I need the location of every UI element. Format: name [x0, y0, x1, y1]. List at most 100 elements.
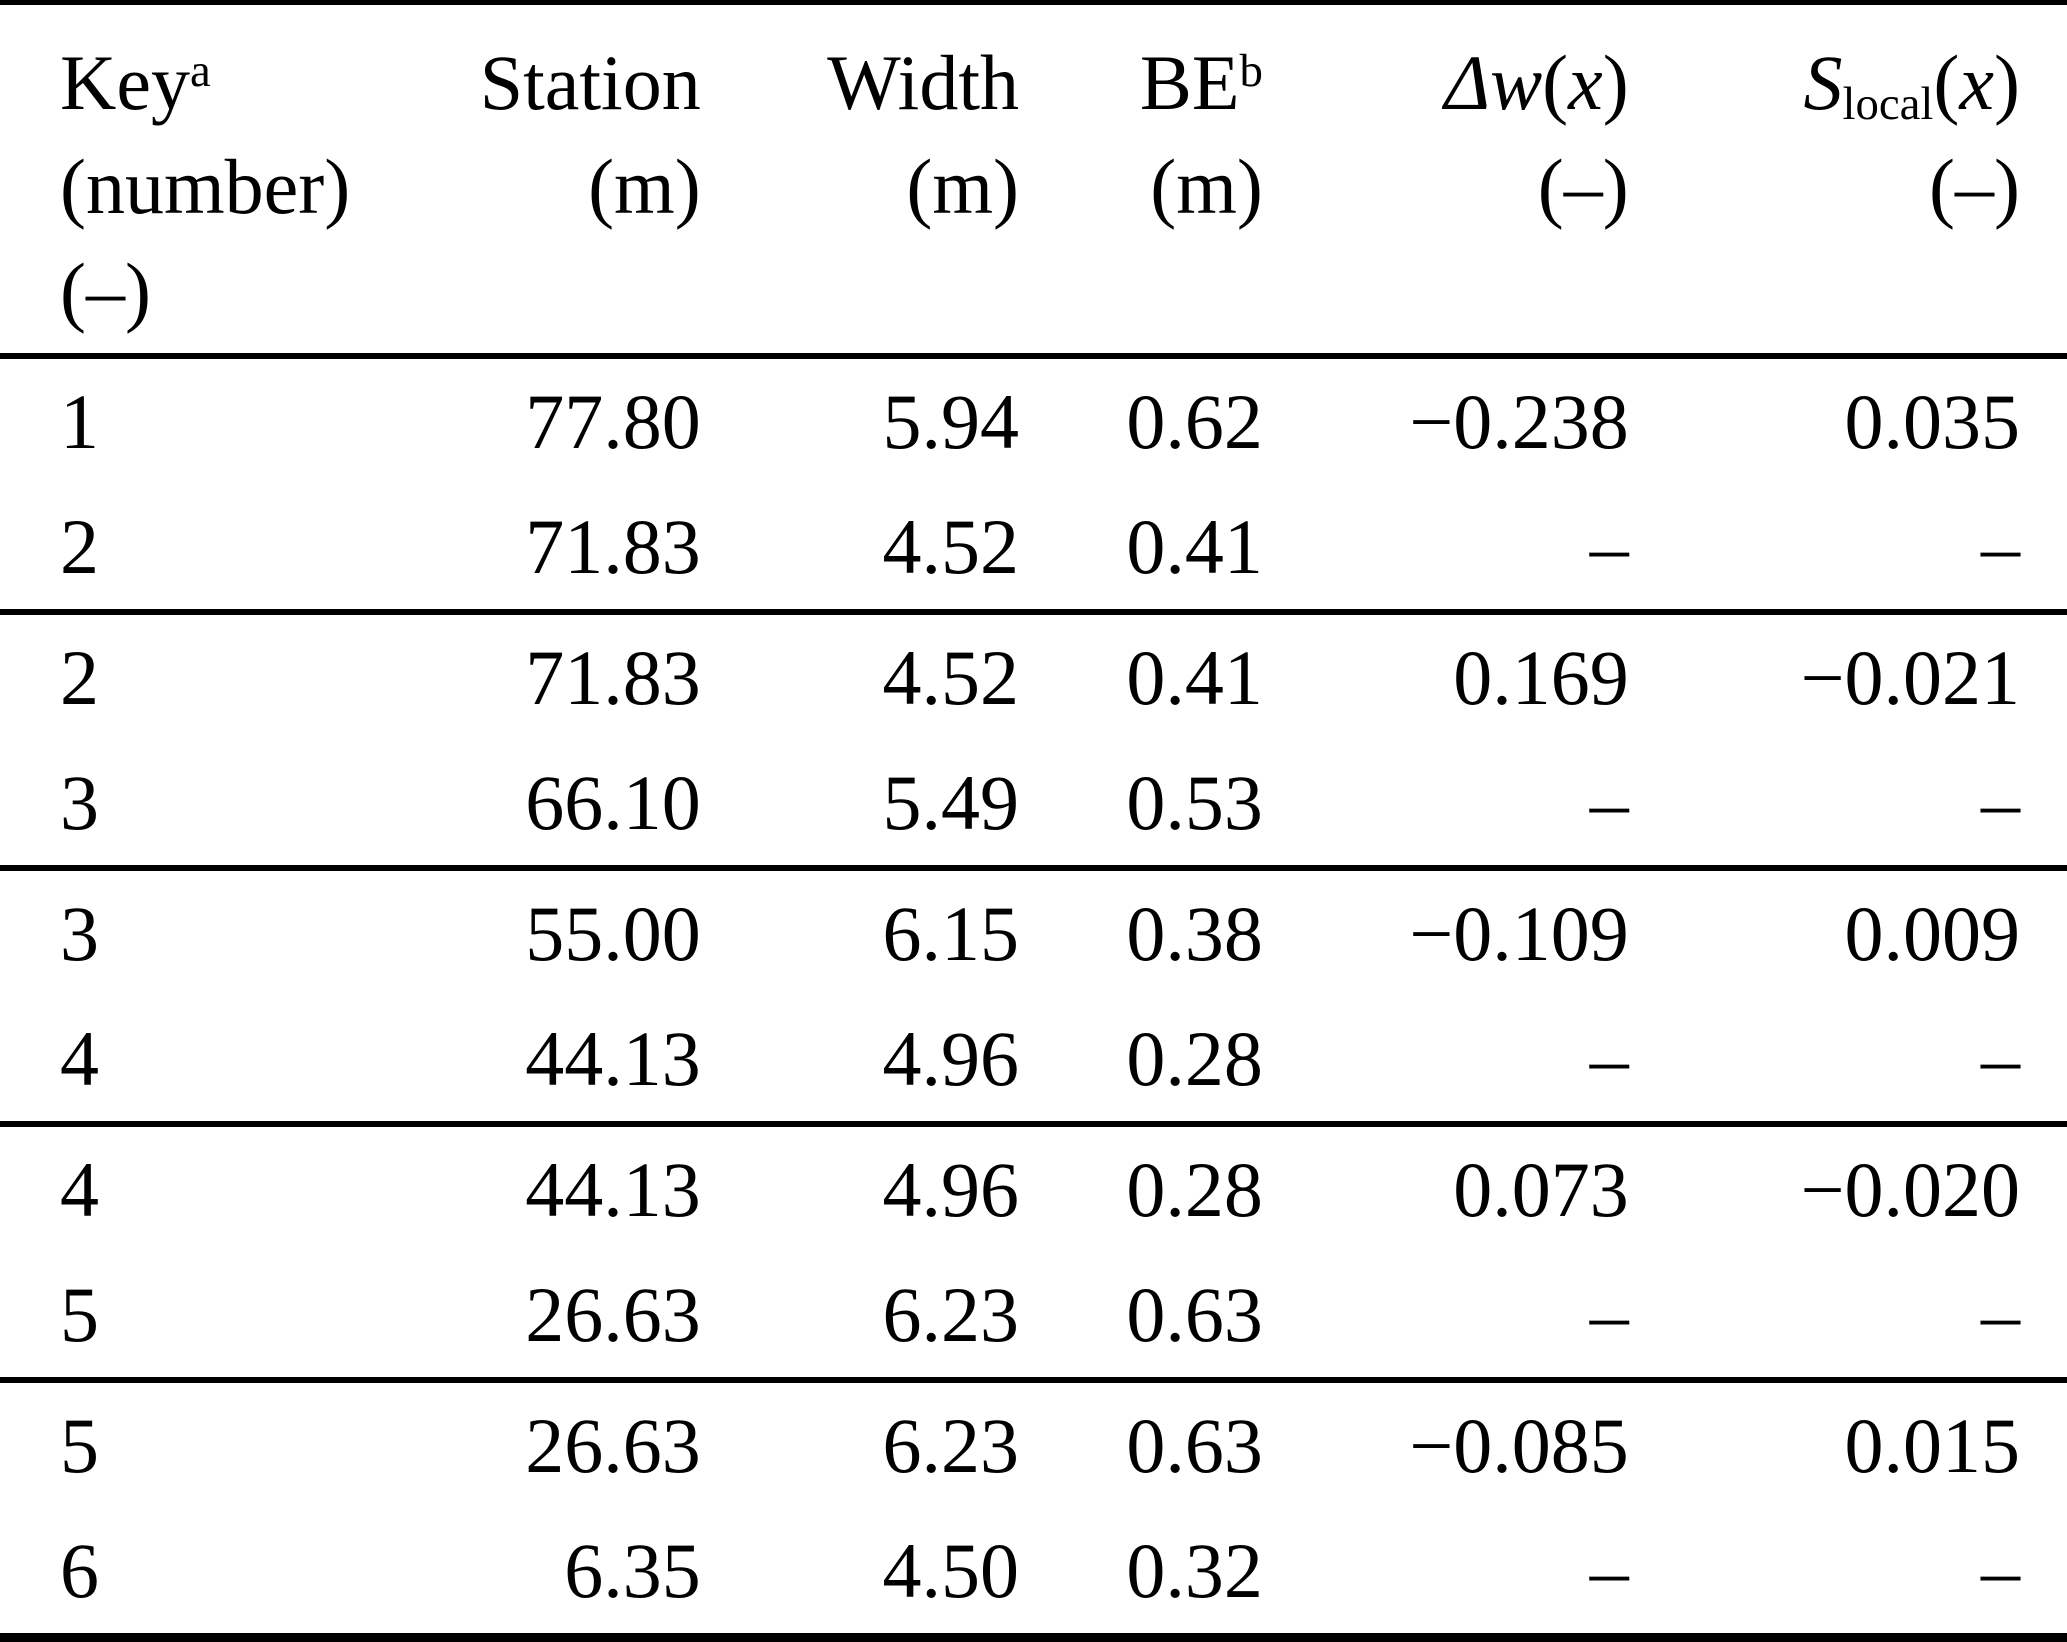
table-row: 5 26.63 6.23 0.63 – – [0, 1252, 2067, 1380]
table-row: 4 44.13 4.96 0.28 – – [0, 996, 2067, 1124]
cell-s-local: – [1981, 1271, 2020, 1358]
footnote-marker-b: b [1239, 44, 1263, 97]
cell-be: 0.41 [1126, 634, 1263, 721]
cell-delta-w: 0.169 [1453, 634, 1629, 721]
cell-delta-w: 0.073 [1453, 1146, 1629, 1233]
column-unit-width: (m) [906, 143, 1020, 230]
column-unit-be: (m) [1150, 143, 1263, 230]
cell-station: 44.13 [525, 1015, 701, 1102]
column-title-width: Width [827, 39, 1020, 126]
s-symbol: S [1803, 39, 1843, 126]
table-row: 3 66.10 5.49 0.53 – – [0, 740, 2067, 868]
cell-key: 3 [60, 759, 99, 846]
cell-be: 0.28 [1126, 1015, 1263, 1102]
cell-width: 6.23 [882, 1271, 1020, 1358]
cell-station: 55.00 [525, 890, 701, 977]
cell-s-local: 0.035 [1844, 378, 2021, 465]
top-rule [0, 0, 2067, 5]
cell-delta-w: – [1589, 759, 1629, 846]
row-group-4: 4 44.13 4.96 0.28 0.073 −0.020 5 26.63 6… [0, 1124, 2067, 1380]
cell-be: 0.32 [1126, 1527, 1263, 1614]
cell-be: 0.62 [1126, 378, 1263, 465]
row-group-2: 2 71.83 4.52 0.41 0.169 −0.021 3 66.10 5… [0, 612, 2067, 868]
cell-be: 0.63 [1126, 1271, 1263, 1358]
cell-key: 2 [60, 503, 99, 590]
column-dash-key: (–) [60, 247, 151, 334]
column-title-s-local: Slocal(x) [1629, 31, 2020, 135]
paren-close: ) [1994, 39, 2020, 126]
table-row: 3 55.00 6.15 0.38 −0.109 0.009 [0, 868, 2067, 996]
paren-open: ( [1933, 39, 1960, 126]
data-table: Keya (number) (–) Station (m) Width (m) … [0, 5, 2067, 1633]
cell-station: 26.63 [525, 1271, 701, 1358]
cell-key: 5 [60, 1402, 99, 1489]
column-header-delta-w: Δw(x) (–) [1263, 5, 1629, 356]
column-title-key: Keya [60, 31, 413, 135]
table-header: Keya (number) (–) Station (m) Width (m) … [0, 5, 2067, 356]
cell-s-local: 0.009 [1844, 890, 2021, 977]
column-title-be: BEb [1019, 31, 1263, 135]
cell-be: 0.63 [1126, 1402, 1263, 1489]
column-unit-key: (number) [60, 143, 351, 230]
cell-width: 4.96 [882, 1015, 1020, 1102]
cell-width: 5.94 [882, 378, 1020, 465]
column-header-station: Station (m) [413, 5, 701, 356]
cell-width: 4.52 [882, 634, 1020, 721]
cell-s-local: – [1981, 759, 2020, 846]
column-unit-s-local: (–) [1929, 143, 2020, 230]
cell-delta-w: – [1589, 1527, 1629, 1614]
cell-key: 6 [60, 1527, 99, 1614]
row-group-3: 3 55.00 6.15 0.38 −0.109 0.009 4 44.13 4… [0, 868, 2067, 1124]
bottom-rule [0, 1633, 2067, 1642]
cell-station: 6.35 [564, 1527, 701, 1614]
column-title-station: Station [479, 39, 701, 126]
cell-s-local: 0.015 [1844, 1402, 2021, 1489]
cell-width: 4.50 [882, 1527, 1020, 1614]
cell-delta-w: – [1589, 1015, 1629, 1102]
header-row: Keya (number) (–) Station (m) Width (m) … [0, 5, 2067, 356]
cell-be: 0.41 [1126, 503, 1263, 590]
cell-station: 66.10 [525, 759, 701, 846]
delta-w-symbol: Δw [1444, 39, 1543, 126]
column-header-width: Width (m) [701, 5, 1019, 356]
cell-key: 2 [60, 634, 99, 721]
cell-delta-w: – [1589, 1271, 1629, 1358]
cell-key: 3 [60, 890, 99, 977]
cell-width: 6.15 [882, 890, 1020, 977]
cell-s-local: −0.020 [1800, 1146, 2021, 1233]
cell-s-local: – [1981, 503, 2020, 590]
cell-delta-w: −0.109 [1409, 890, 1629, 977]
cell-key: 4 [60, 1146, 99, 1233]
cell-s-local: – [1981, 1015, 2020, 1102]
cell-s-local: – [1981, 1527, 2020, 1614]
cell-delta-w: −0.085 [1409, 1402, 1629, 1489]
cell-be: 0.38 [1126, 890, 1263, 977]
cell-key: 4 [60, 1015, 99, 1102]
cell-station: 71.83 [525, 634, 701, 721]
cell-be: 0.28 [1126, 1146, 1263, 1233]
row-group-1: 1 77.80 5.94 0.62 −0.238 0.035 2 71.83 4… [0, 356, 2067, 612]
table-row: 4 44.13 4.96 0.28 0.073 −0.020 [0, 1124, 2067, 1252]
footnote-marker-a: a [189, 44, 211, 97]
cell-delta-w: – [1589, 503, 1629, 590]
cell-width: 6.23 [882, 1402, 1020, 1489]
column-header-key: Keya (number) (–) [0, 5, 413, 356]
cell-station: 44.13 [525, 1146, 701, 1233]
cell-station: 26.63 [525, 1402, 701, 1489]
table-row: 6 6.35 4.50 0.32 – – [0, 1508, 2067, 1633]
column-title-delta-w: Δw(x) [1263, 31, 1629, 135]
cell-width: 4.96 [882, 1146, 1020, 1233]
variable-x: x [1568, 39, 1603, 126]
cell-delta-w: −0.238 [1409, 378, 1629, 465]
key-label: Key [60, 39, 190, 126]
column-header-be: BEb (m) [1019, 5, 1263, 356]
cell-station: 77.80 [525, 378, 701, 465]
table-row: 2 71.83 4.52 0.41 0.169 −0.021 [0, 612, 2067, 740]
cell-key: 5 [60, 1271, 99, 1358]
row-group-5: 5 26.63 6.23 0.63 −0.085 0.015 6 6.35 4.… [0, 1380, 2067, 1633]
paren-open: ( [1542, 39, 1569, 126]
paren-close: ) [1602, 39, 1629, 126]
cell-station: 71.83 [525, 503, 701, 590]
cell-width: 5.49 [882, 759, 1020, 846]
